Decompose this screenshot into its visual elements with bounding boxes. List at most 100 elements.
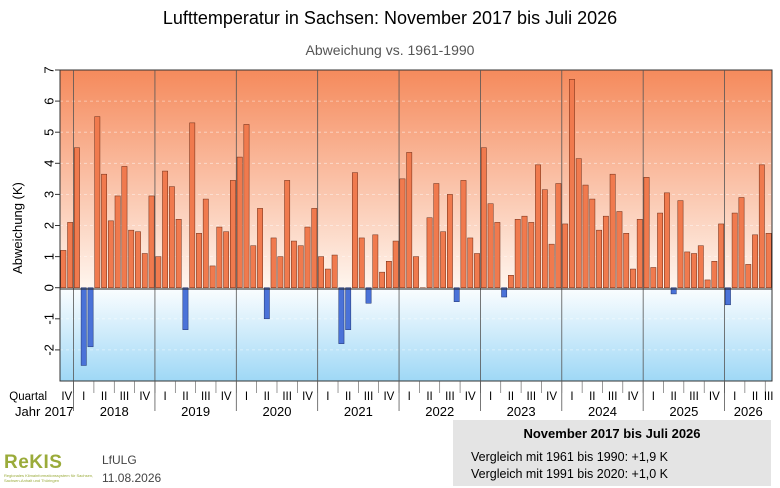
- quarter-label: IV: [465, 391, 476, 403]
- quarter-label: IV: [383, 391, 394, 403]
- year-label: 2021: [344, 404, 373, 419]
- bar: [745, 264, 752, 288]
- bar: [596, 229, 602, 288]
- bar: [331, 254, 338, 288]
- quarter-label: III: [764, 391, 774, 403]
- bar: [616, 211, 623, 288]
- bar: [501, 287, 508, 298]
- bar: [487, 203, 494, 288]
- y-tick-label: 2: [41, 222, 56, 229]
- bar: [494, 222, 501, 288]
- bar: [291, 240, 297, 288]
- bar: [569, 79, 575, 288]
- bar: [230, 180, 236, 288]
- bar: [406, 152, 413, 288]
- bar: [101, 173, 107, 288]
- quarter-label: II: [101, 391, 107, 403]
- bar: [270, 237, 277, 288]
- bar: [182, 287, 189, 330]
- info-line-1961: Vergleich mit 1961 bis 1990: +1,9 K: [471, 450, 669, 464]
- bar: [175, 219, 182, 288]
- quarter-label: II: [264, 391, 270, 403]
- bar: [263, 287, 270, 320]
- quarter-label: III: [120, 391, 130, 403]
- date-label: 11.08.2026: [102, 471, 162, 485]
- bar: [379, 271, 385, 288]
- y-tick-label: -2: [41, 344, 56, 356]
- quarter-label: II: [670, 391, 676, 403]
- bar: [711, 261, 718, 288]
- rekis-logo-subtext: Regionales Klimainformationssystem für S…: [4, 473, 94, 483]
- bar: [128, 229, 135, 288]
- bar: [548, 243, 555, 288]
- bar: [535, 164, 541, 288]
- bar: [372, 234, 379, 288]
- bar: [385, 261, 392, 288]
- bar: [304, 226, 311, 288]
- quarter-label: II: [426, 391, 432, 403]
- quarter-label: II: [752, 391, 758, 403]
- bar: [297, 245, 304, 288]
- bar: [358, 237, 365, 288]
- bar: [311, 208, 318, 288]
- bar: [202, 198, 209, 288]
- bar: [318, 256, 324, 288]
- bar: [725, 287, 731, 306]
- bar: [338, 287, 345, 344]
- quarter-label: IV: [61, 391, 72, 403]
- quarter-label: III: [689, 391, 699, 403]
- bar: [731, 212, 738, 288]
- bar: [643, 177, 650, 288]
- bar: [514, 219, 521, 288]
- y-tick-label: 5: [41, 129, 56, 136]
- bar: [528, 222, 535, 288]
- year-label: 2026: [734, 404, 763, 419]
- bar: [691, 253, 697, 288]
- quarter-label: III: [201, 391, 211, 403]
- year-label: 2023: [507, 404, 536, 419]
- bar: [670, 287, 677, 295]
- bar: [718, 223, 725, 288]
- bar: [135, 231, 141, 288]
- quarter-label: I: [326, 391, 329, 403]
- organization-label: LfULG: [102, 453, 137, 467]
- bar: [704, 279, 711, 288]
- bar: [324, 268, 331, 288]
- year-label: 2020: [263, 404, 292, 419]
- bar: [168, 186, 175, 288]
- y-axis-label: Abweichung (K): [10, 182, 25, 274]
- quarter-label: IV: [546, 391, 557, 403]
- gridlines: [59, 69, 773, 382]
- quarter-label: II: [508, 391, 514, 403]
- y-tick-label: 1: [41, 253, 56, 260]
- bar: [758, 164, 765, 288]
- chart-title: Lufttemperatur in Sachsen: November 2017…: [162, 8, 618, 28]
- bar: [697, 245, 704, 288]
- bar: [602, 215, 609, 288]
- bar: [189, 122, 196, 288]
- bar: [277, 256, 284, 288]
- rekis-logo: ReKIS: [4, 452, 63, 473]
- bar: [474, 253, 480, 288]
- y-tick-label: 4: [41, 160, 56, 167]
- bar: [209, 265, 216, 288]
- year-label: 2019: [181, 404, 210, 419]
- quarter-label: III: [608, 391, 618, 403]
- bar: [107, 220, 114, 288]
- bar: [345, 287, 352, 330]
- bar: [508, 275, 514, 288]
- bar: [765, 233, 772, 288]
- bar: [196, 233, 202, 288]
- quarter-label: IV: [221, 391, 232, 403]
- bar: [94, 116, 101, 288]
- bar: [284, 180, 291, 288]
- bar: [752, 234, 758, 288]
- bar: [392, 240, 399, 288]
- info-line-1991: Vergleich mit 1991 bis 2020: +1,0 K: [471, 467, 669, 481]
- bar: [250, 245, 257, 288]
- bar: [60, 250, 67, 288]
- y-tick-label: 0: [41, 284, 56, 291]
- quarter-label: IV: [139, 391, 150, 403]
- bar: [121, 166, 128, 288]
- bar: [413, 256, 419, 288]
